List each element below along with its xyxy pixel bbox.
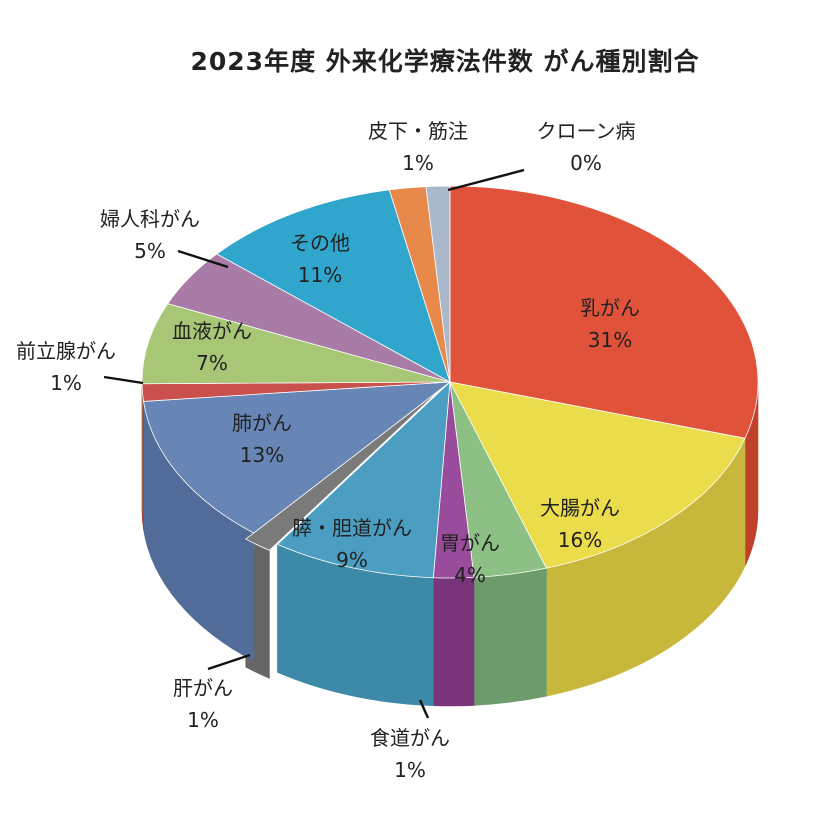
slice-0-top [449, 185, 759, 439]
slice-4-top [276, 380, 451, 579]
pie-sides [141, 381, 759, 707]
slice-3-side [433, 577, 475, 707]
slice-1-top [449, 381, 746, 569]
slice-7-percent: 1% [50, 371, 82, 395]
slice-8-label: 血液がん [172, 319, 252, 343]
slice-1-label: 大腸がん [540, 496, 620, 520]
slice-10-percent: 11% [298, 263, 342, 287]
leader-lines [103, 168, 525, 719]
slice-2-side [473, 567, 547, 706]
chart-title: 2023年度 外来化学療法件数 がん種別割合 [191, 47, 700, 76]
slice-7-label: 前立腺がん [16, 339, 116, 363]
slice-6-label: 肺がん [232, 411, 292, 435]
slice-4-label: 膵・胆道がん [292, 516, 412, 540]
slice-5-top [245, 387, 443, 551]
slice-3-percent: 1% [394, 758, 426, 782]
slice-3-leader-line [418, 699, 430, 719]
slice-6-percent: 13% [240, 443, 284, 467]
slice-8-percent: 7% [196, 351, 228, 375]
slice-0-percent: 31% [588, 328, 632, 352]
slice-6-top [143, 381, 452, 534]
slice-7-leader-line [103, 375, 144, 385]
slice-10-label: その他 [290, 231, 350, 255]
slice-10-top [216, 189, 451, 383]
slice-0-label: 乳がん [580, 296, 640, 320]
slice-3-label: 食道がん [370, 726, 450, 750]
pie-tops [141, 185, 759, 579]
slice-5-label: 肝がん [173, 676, 233, 700]
slice-9-label: 婦人科がん [100, 207, 200, 231]
slice-2-percent: 4% [454, 563, 486, 587]
slice-labels: 乳がん 31% 大腸がん 16% 胃がん 4% 食道がん 1% 膵・胆道がん 9% 肝がん 1% 肺がん… [16, 119, 640, 782]
slice-12-top [425, 185, 451, 383]
edge-note: ) [0, 700, 1, 721]
slice-9-leader-line [177, 249, 229, 269]
slice-12-label: クローン病 [537, 119, 636, 143]
slice-5-percent: 1% [187, 708, 219, 732]
slice-9-percent: 5% [134, 239, 166, 263]
slice-1-percent: 16% [558, 528, 602, 552]
slice-5-leader-line [207, 653, 251, 671]
slice-11-percent: 1% [402, 151, 434, 175]
slice-12-percent: 0% [570, 151, 602, 175]
slice-12-leader-line [447, 168, 525, 192]
slice-4-percent: 9% [336, 548, 368, 572]
slice-2-label: 胃がん [440, 531, 500, 555]
slice-11-label: 皮下・筋注 [368, 119, 468, 143]
